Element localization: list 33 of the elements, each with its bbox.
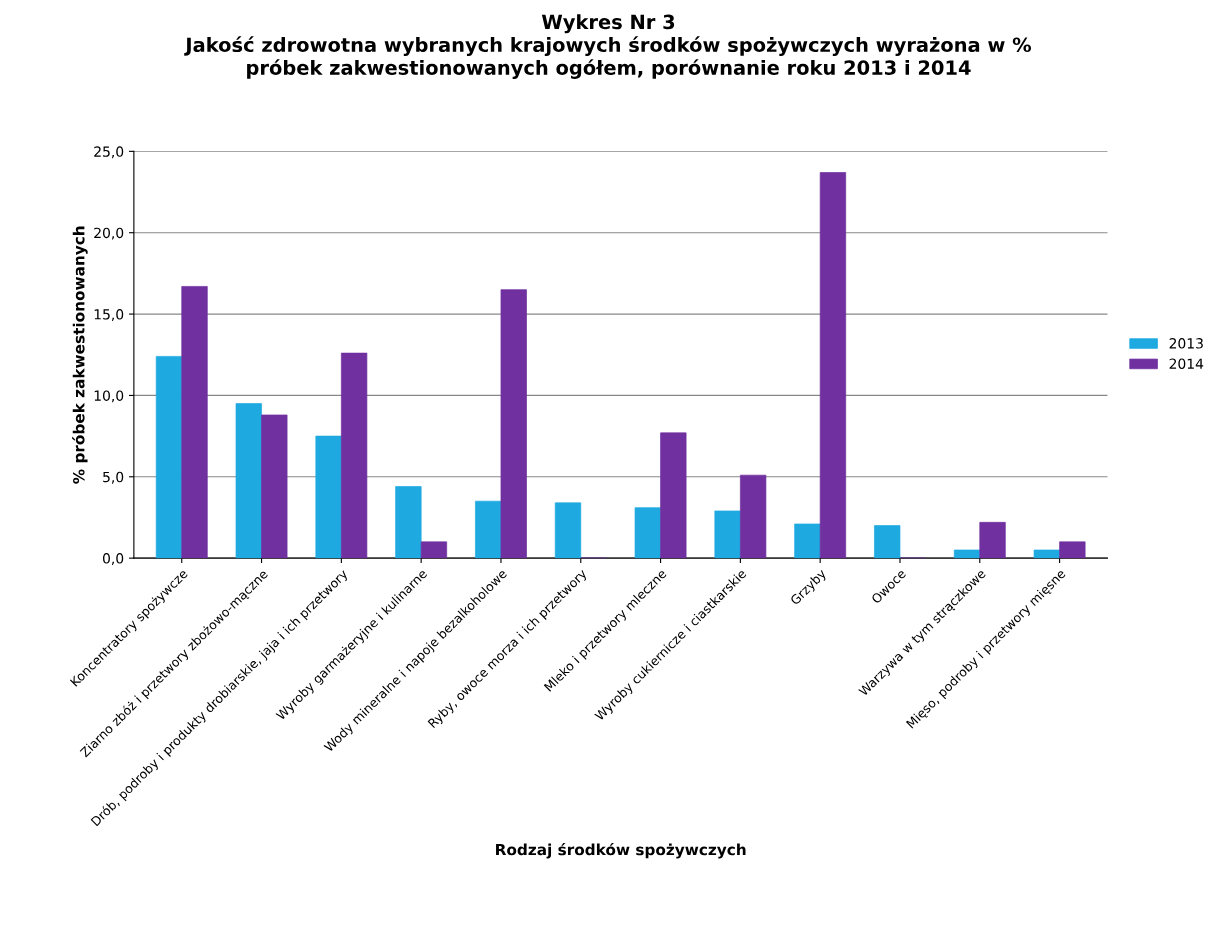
y-tick-label: 0,0 (102, 553, 124, 566)
bar (315, 435, 342, 559)
bar (714, 510, 741, 559)
bar (395, 486, 422, 559)
bar (1059, 541, 1086, 559)
legend-label: 2013 (1169, 338, 1203, 349)
y-tick-label: 20,0 (94, 227, 124, 240)
bar (953, 549, 981, 559)
y-tick-label: 5,0 (103, 471, 124, 484)
bar (181, 286, 208, 559)
bar (794, 523, 821, 559)
bar (261, 414, 288, 559)
y-axis-title: % próbek zakwestionowanych (72, 226, 88, 484)
chart-title: Wykres Nr 3 Jakość zdrowotna wybranych krajowych środków spożywczych wyrażona w % próbek zakwestionowanych ogółem, porównanie roku 2013 i 2014 (184, 14, 1032, 79)
bar (420, 541, 448, 559)
bar (1033, 549, 1060, 559)
bar (979, 521, 1006, 559)
y-tick-label: 15,0 (94, 309, 124, 321)
bar (740, 474, 767, 559)
bar (235, 403, 262, 559)
bar (500, 289, 527, 559)
bar (155, 356, 183, 559)
bar (341, 352, 368, 559)
bar (475, 500, 502, 559)
bar (554, 502, 582, 559)
x-axis-title: Rodzaj środków spożywczych (496, 842, 746, 859)
bar (660, 432, 687, 559)
bar (634, 507, 661, 559)
bar (874, 525, 901, 559)
y-tick-label: 25,0 (94, 146, 124, 159)
legend-label: 2014 (1169, 358, 1204, 369)
bar (819, 172, 847, 559)
y-tick-label: 10,0 (94, 390, 124, 403)
